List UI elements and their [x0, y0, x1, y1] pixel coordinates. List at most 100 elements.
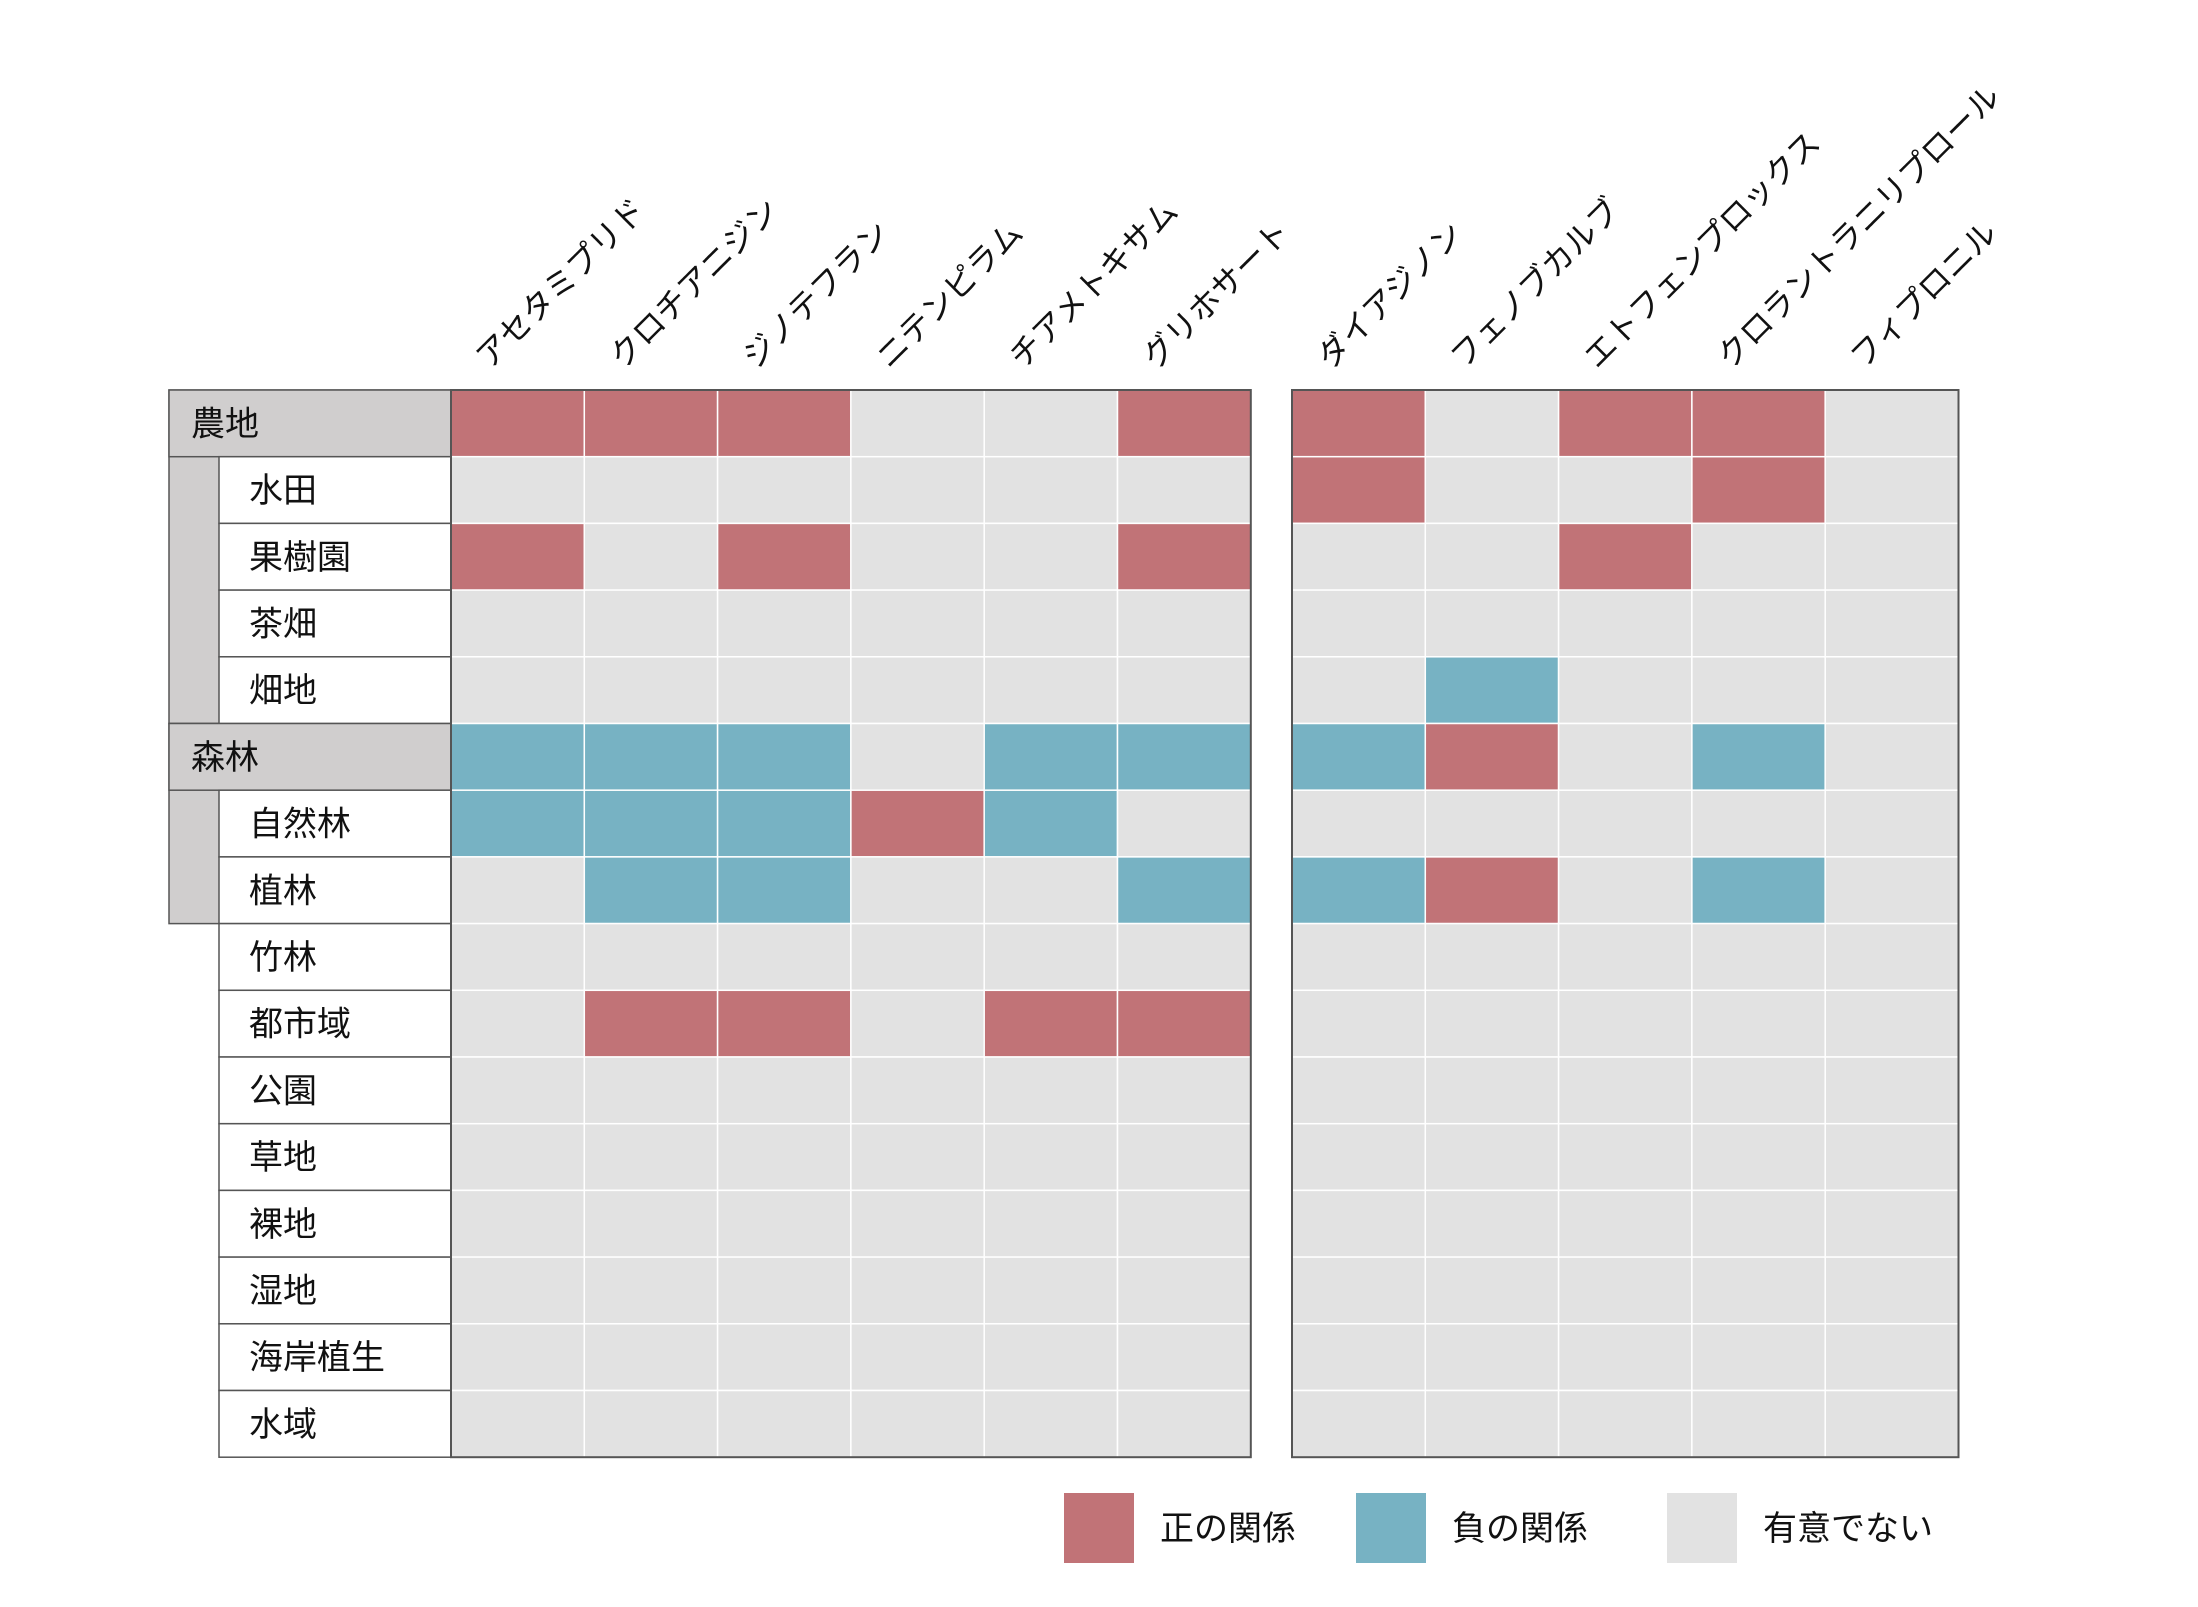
heatmap-cell: [450, 1323, 586, 1392]
heatmap-cell: [1424, 1122, 1560, 1192]
row-label-cell: [218, 589, 452, 658]
heatmap-cell: [983, 589, 1119, 658]
row-label: 畑地: [249, 671, 317, 711]
heatmap-cell: [1424, 1323, 1560, 1392]
heatmap-panel-right: [1291, 389, 1960, 1459]
heatmap-cell: [1557, 1389, 1693, 1458]
row-label-cell: [218, 1389, 452, 1458]
column-label: エトフェンプロックス: [1576, 124, 1828, 376]
heatmap-cell: [450, 1389, 586, 1458]
heatmap-cell: [1557, 1323, 1693, 1392]
heatmap-cell: [983, 1189, 1119, 1258]
heatmap-cell: [1691, 522, 1826, 591]
row-group-cell: [168, 389, 452, 458]
heatmap-cell: [1424, 1056, 1560, 1125]
heatmap-cell: [1691, 589, 1826, 658]
heatmap-cell: [583, 922, 719, 992]
heatmap-cell: [1291, 722, 1427, 791]
heatmap-cell: [716, 722, 852, 791]
heatmap-cell: [450, 1189, 586, 1258]
heatmap-cell: [1424, 589, 1560, 658]
heatmap-cell: [1291, 455, 1427, 525]
heatmap-cell: [850, 522, 985, 591]
heatmap-cell: [1116, 789, 1252, 858]
legend-label: 正の関係: [1160, 1509, 1296, 1549]
heatmap-cell: [1557, 989, 1693, 1058]
heatmap-cell: [1691, 1056, 1826, 1125]
heatmap-cell: [1424, 1389, 1560, 1458]
heatmap-cell: [450, 789, 586, 858]
heatmap-cell: [583, 1256, 719, 1325]
row-label-cell: [218, 455, 452, 525]
heatmap-panel-left: [450, 389, 1252, 1459]
heatmap-cell: [1691, 1389, 1826, 1458]
heatmap-cell: [1116, 522, 1252, 591]
heatmap-cell: [1691, 922, 1826, 992]
heatmap-cell: [1424, 922, 1560, 992]
heatmap-cell: [1824, 722, 1960, 791]
heatmap-cell: [1824, 856, 1960, 925]
heatmap-cell: [1557, 1056, 1693, 1125]
heatmap-cell: [1424, 1256, 1560, 1325]
heatmap-cell: [1824, 1189, 1960, 1258]
heatmap-cell: [450, 589, 586, 658]
heatmap-cell: [1824, 455, 1960, 525]
legend-swatch: [1064, 1493, 1134, 1563]
heatmap-cell: [450, 722, 586, 791]
heatmap-cell: [583, 1056, 719, 1125]
row-group-cell: [168, 722, 452, 791]
heatmap-cell: [1824, 1256, 1960, 1325]
heatmap-cell: [450, 455, 586, 525]
column-labels: アセタミプリドクロチアニジンジノテフランニテンピラムチアメトキサムグリホサートダ…: [468, 77, 2007, 375]
heatmap-cell: [583, 1389, 719, 1458]
heatmap-cell: [1691, 455, 1826, 525]
heatmap-cell: [1291, 656, 1427, 725]
heatmap-cell: [1824, 922, 1960, 992]
heatmap-cell: [983, 989, 1119, 1058]
heatmap-cell: [1691, 789, 1826, 858]
legend: 正の関係 負の関係 有意でない: [1064, 1493, 1933, 1563]
heatmap-cell: [716, 1122, 852, 1192]
row-label: 水域: [249, 1405, 317, 1445]
heatmap-cell: [1824, 989, 1960, 1058]
heatmap-cell: [1824, 1389, 1960, 1458]
heatmap-cell: [1116, 589, 1252, 658]
heatmap-cell: [1824, 789, 1960, 858]
heatmap-cell: [1116, 722, 1252, 791]
heatmap-cell: [850, 1056, 985, 1125]
heatmap-cell: [583, 656, 719, 725]
heatmap-cell: [583, 789, 719, 858]
heatmap-cell: [1291, 1256, 1427, 1325]
heatmap-cell: [716, 856, 852, 925]
panel-border: [1291, 389, 1960, 1459]
heatmap-cell: [983, 1122, 1119, 1192]
heatmap-cell: [716, 589, 852, 658]
heatmap-cell: [850, 589, 985, 658]
heatmap-cell: [983, 1256, 1119, 1325]
heatmap-cell: [1116, 922, 1252, 992]
heatmap-cell: [583, 722, 719, 791]
heatmap-cell: [1424, 989, 1560, 1058]
heatmap-cell: [1291, 1189, 1427, 1258]
heatmap-cell: [1824, 1323, 1960, 1392]
row-label: 都市域: [249, 1005, 351, 1045]
row-label-cell: [218, 1323, 452, 1392]
heatmap-cell: [1691, 989, 1826, 1058]
heatmap-cell: [716, 389, 852, 458]
heatmap-cell: [1557, 589, 1693, 658]
heatmap-cell: [1824, 589, 1960, 658]
heatmap-cell: [1291, 589, 1427, 658]
heatmap-cell: [983, 656, 1119, 725]
heatmap-cell: [450, 656, 586, 725]
heatmap-cell: [1824, 656, 1960, 725]
row-label: 茶畑: [249, 604, 317, 644]
heatmap-cell: [1824, 389, 1960, 458]
heatmap-cell: [583, 389, 719, 458]
heatmap-cell: [450, 922, 586, 992]
heatmap-cell: [716, 1056, 852, 1125]
heatmap-cell: [1424, 1189, 1560, 1258]
heatmap-cell: [716, 1323, 852, 1392]
heatmap-cell: [716, 455, 852, 525]
